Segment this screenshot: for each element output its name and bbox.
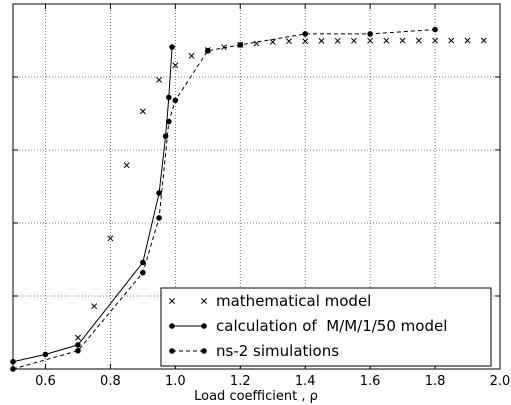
ns2-simulations-point [367, 31, 373, 37]
x-marker-stroke [367, 37, 374, 44]
mathematical-model-point [334, 37, 341, 44]
x-marker-stroke [139, 108, 146, 115]
x-tick-label: 1.6 [360, 374, 381, 389]
ns2-simulations-point [75, 347, 81, 354]
ns2-simulations-point [237, 42, 244, 48]
ns2-simulations-point [140, 269, 146, 276]
mathematical-model-point [367, 37, 374, 44]
mathematical-model-point [188, 52, 195, 59]
mathematical-model-point [269, 39, 276, 45]
x-marker-stroke [464, 37, 471, 44]
ns2-simulations-point [156, 215, 162, 221]
x-marker-stroke [269, 39, 276, 45]
data-marks [10, 26, 487, 372]
mm150-model-point [162, 133, 169, 139]
mathematical-model-point [383, 37, 390, 44]
mathematical-model-point [318, 37, 325, 44]
x-marker-stroke [432, 37, 439, 44]
x-marker-stroke [383, 37, 390, 44]
mathematical-model-point [448, 37, 455, 44]
ns2-simulations-point [432, 26, 438, 33]
mathematical-model-point [139, 108, 146, 115]
legend-sample-dot [169, 323, 175, 329]
mm150-model-point [166, 94, 172, 101]
x-marker-stroke [156, 76, 163, 83]
mathematical-model-point [74, 334, 81, 341]
mm150-model-point [140, 259, 146, 266]
x-marker-stroke [123, 162, 130, 169]
mathematical-model-point [464, 37, 471, 44]
mathematical-model-point [221, 44, 227, 51]
x-marker-stroke [286, 38, 292, 45]
x-tick-label: 0.6 [35, 374, 56, 389]
mathematical-model-point [107, 235, 114, 242]
mm150-model-point [42, 351, 49, 358]
x-marker-stroke [350, 37, 357, 44]
mathematical-model-point [432, 37, 439, 44]
ns2-simulations-point [166, 118, 172, 125]
legend-entry-mm150-model: calculation of M/M/1/50 model [216, 317, 447, 335]
x-axis-ticks: 0.6 0.8 1.0 1.2 1.4 1.6 1.8 2.0 [13, 4, 510, 389]
mathematical-model-point [302, 38, 309, 45]
mm150-model-point [169, 44, 175, 50]
x-marker-stroke [107, 235, 114, 242]
legend-sample-x-marker [169, 298, 175, 304]
legend-samples [169, 298, 207, 354]
mathematical-model-point [91, 303, 98, 310]
legend-sample-dot [169, 348, 175, 354]
mm150-model-line [12, 47, 173, 363]
mathematical-model-point [350, 37, 357, 44]
x-marker-stroke [188, 52, 195, 59]
mathematical-model-point [415, 37, 422, 44]
legend-box [160, 287, 492, 367]
plot-frame [12, 3, 501, 370]
legend-entry-ns2-simulations: ns-2 simulations [216, 342, 339, 360]
x-tick-label: 1.4 [295, 374, 316, 389]
ns2-simulations-point [172, 97, 179, 104]
x-marker-stroke [172, 62, 179, 69]
x-marker-stroke [253, 40, 260, 47]
mathematical-model-point [156, 76, 163, 83]
x-tick-label: 2.0 [490, 374, 511, 389]
x-marker-stroke [480, 37, 487, 44]
legend: mathematical model calculation of M/M/1/… [160, 287, 492, 367]
x-tick-label: 1.0 [165, 374, 186, 389]
x-tick-label: 0.8 [100, 374, 121, 389]
legend-sample-dot [201, 323, 207, 329]
x-tick-label: 1.8 [425, 374, 446, 389]
ns2-simulations-point [205, 47, 211, 54]
x-axis-label: Load coefficient , ρ [194, 389, 318, 404]
x-marker-stroke [91, 303, 98, 310]
x-marker-stroke [399, 37, 406, 44]
mathematical-model-point [286, 38, 292, 45]
mathematical-model-point [399, 37, 406, 44]
mm150-model-point [75, 342, 81, 348]
x-marker-stroke [415, 37, 422, 44]
x-marker-stroke [169, 298, 175, 304]
x-marker-stroke [221, 44, 227, 51]
x-marker-stroke [334, 37, 341, 44]
x-marker-stroke [201, 298, 207, 304]
legend-sample-dot [201, 348, 207, 354]
legend-sample-x-marker [201, 298, 207, 304]
x-marker-stroke [318, 37, 325, 44]
mathematical-model-point [123, 162, 130, 169]
legend-entry-mathematical-model: mathematical model [216, 292, 371, 310]
x-marker-stroke [448, 37, 455, 44]
x-tick-label: 1.2 [230, 374, 251, 389]
ns2-simulations-point [302, 31, 309, 37]
mathematical-model-point [172, 62, 179, 69]
mathematical-model-point [253, 40, 260, 47]
x-marker-stroke [302, 38, 309, 45]
mm150-model-point [156, 190, 162, 196]
mathematical-model-point [480, 37, 487, 44]
x-marker-stroke [74, 334, 81, 341]
